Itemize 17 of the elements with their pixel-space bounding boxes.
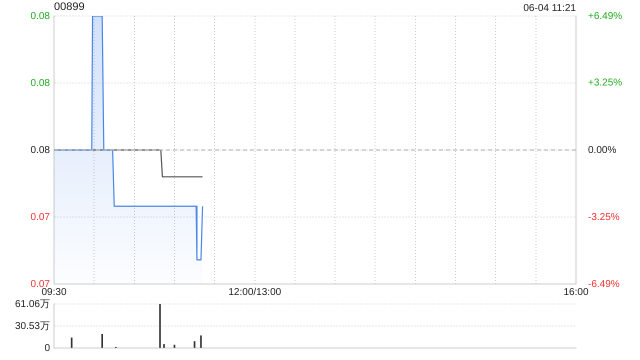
x-tick-label: 16:00 bbox=[563, 286, 589, 298]
y-tick-label: 30.53万 bbox=[14, 320, 50, 332]
y2-tick-label: +3.25% bbox=[588, 78, 622, 89]
y-tick-label: 0.08 bbox=[30, 10, 50, 22]
y-tick-label: 0.08 bbox=[30, 78, 50, 89]
y-tick-label: 0.07 bbox=[30, 212, 50, 223]
y-tick-label: 0 bbox=[44, 342, 50, 354]
y2-tick-label: -6.49% bbox=[588, 278, 620, 290]
chart-title: 00899 bbox=[54, 1, 85, 13]
y2-tick-label: +6.49% bbox=[588, 10, 622, 22]
y-tick-label: 61.06万 bbox=[14, 298, 50, 310]
y2-tick-label: -3.25% bbox=[588, 212, 620, 223]
text: 06-04 11:21 bbox=[523, 3, 576, 14]
y2-tick-label: 0.00% bbox=[588, 144, 616, 156]
x-tick-label: 09:30 bbox=[41, 286, 67, 298]
x-tick-label: 12:00/13:00 bbox=[228, 286, 282, 298]
y-tick-label: 0.08 bbox=[30, 144, 50, 156]
